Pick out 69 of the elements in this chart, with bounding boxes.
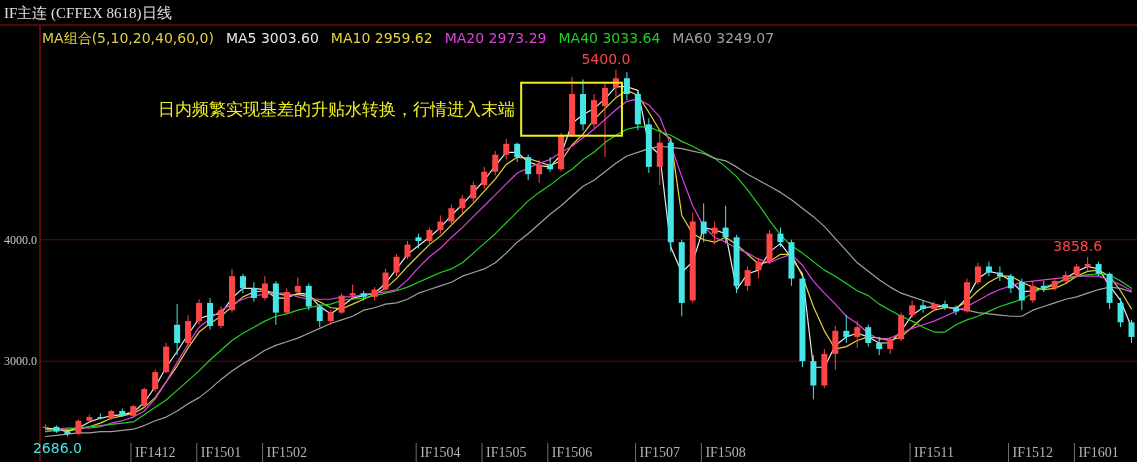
candlestick	[525, 154, 532, 181]
annotation: 5400.0	[581, 50, 631, 67]
candlestick	[865, 324, 872, 348]
candlestick	[207, 297, 214, 331]
candlestick	[459, 194, 466, 214]
candlestick	[141, 387, 148, 408]
candlestick	[503, 138, 510, 161]
candlestick	[1018, 278, 1025, 311]
candlestick	[777, 227, 784, 248]
candlestick	[843, 314, 850, 344]
candlestick	[250, 281, 257, 303]
annotation: 日内频繁实现基差的升贴水转换，行情进入末端	[158, 99, 516, 120]
candlestick	[1029, 280, 1036, 304]
candlestick	[744, 265, 751, 292]
candlestick	[942, 299, 949, 311]
candlestick	[239, 273, 246, 294]
x-tick-label: IF1511	[914, 445, 955, 460]
x-tick-label: IF1504	[420, 445, 461, 460]
candlestick	[448, 204, 455, 226]
candlestick	[1128, 319, 1135, 344]
y-tick-label: 3000.0	[4, 354, 37, 369]
candlestick	[722, 205, 729, 244]
candlestick	[185, 314, 192, 346]
x-tick-label: IF1506	[551, 445, 593, 460]
candlestick	[470, 180, 477, 204]
candlestick	[876, 336, 883, 356]
candlestick	[218, 306, 225, 329]
annotation: 3858.6	[1053, 237, 1103, 254]
candlestick	[985, 261, 992, 277]
candlestick	[1007, 273, 1014, 294]
candlestick	[854, 320, 861, 349]
candlestick	[382, 268, 389, 292]
candlestick	[601, 81, 608, 158]
candlestick	[755, 257, 762, 280]
candlestick	[514, 142, 521, 163]
y-tick-label: 4000.0	[4, 232, 37, 247]
candlestick	[283, 287, 290, 315]
candlestick	[700, 202, 707, 243]
candlestick	[437, 214, 444, 235]
candlestick	[974, 262, 981, 286]
candlestick	[832, 325, 839, 371]
candlestick	[481, 166, 488, 190]
candlestick	[316, 303, 323, 328]
x-tick-label: IF1508	[705, 445, 746, 460]
candlestick	[174, 303, 181, 356]
candlestick	[196, 298, 203, 326]
candlestick	[920, 299, 927, 314]
candlestick	[623, 71, 630, 101]
candlestick	[261, 275, 268, 301]
candlestick	[393, 253, 400, 277]
annotation: 2686.0	[32, 440, 82, 457]
legend: MA组合(5,10,20,40,60,0) MA5 3003.60 MA10 2959.62 MA20 2973.29 MA40 3033.64 MA60 3249.07	[42, 30, 775, 46]
candlestick	[404, 240, 411, 260]
x-tick-label: IF1501	[200, 445, 242, 460]
candlestick	[152, 369, 159, 393]
x-tick-label: IF1502	[266, 445, 308, 460]
candlestick	[547, 156, 554, 173]
candlestick	[711, 221, 718, 246]
x-tick-label: IF1505	[486, 445, 527, 460]
candlestick	[492, 150, 499, 176]
title: IF主连 (CFFEX 8618)日线	[4, 5, 172, 21]
candlestick	[1117, 297, 1124, 328]
candlestick	[338, 292, 345, 315]
candlestick	[305, 282, 312, 311]
x-tick-label: IF1512	[1012, 445, 1054, 460]
x-tick-label: IF1507	[639, 445, 681, 460]
x-tick-label: IF1412	[134, 445, 176, 460]
candlestick	[536, 159, 543, 184]
x-tick-label: IF1601	[1078, 445, 1119, 460]
